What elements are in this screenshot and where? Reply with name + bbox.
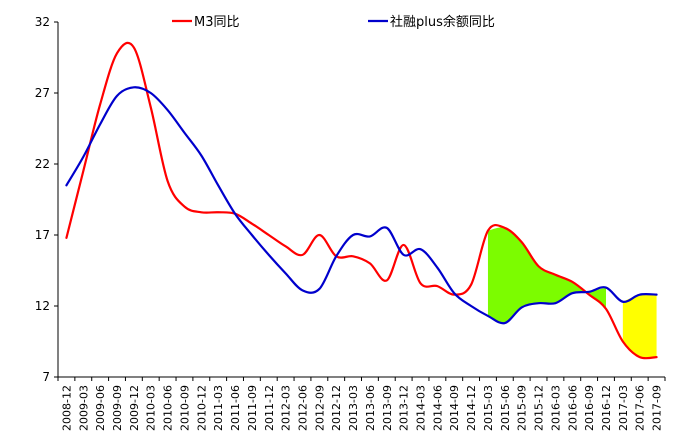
- x-tick-label: 2016-12: [600, 385, 613, 431]
- fill-region-1: [622, 294, 657, 359]
- x-tick-label: 2017-09: [651, 385, 664, 431]
- x-tick-label: 2008-12: [60, 385, 73, 431]
- legend-label-1: 社融plus余额同比: [390, 14, 495, 30]
- x-tick-label: 2012-12: [330, 385, 343, 431]
- x-tick-label: 2010-06: [162, 385, 175, 431]
- x-tick-label: 2015-09: [516, 385, 529, 431]
- y-tick-label: 22: [35, 157, 50, 171]
- x-tick-label: 2009-06: [94, 385, 107, 431]
- x-tick-label: 2017-06: [634, 385, 647, 431]
- fill-layer: [487, 227, 657, 359]
- x-tick-label: 2013-12: [398, 385, 411, 431]
- series-line-0: [65, 41, 658, 360]
- x-tick-label: 2016-03: [549, 385, 562, 431]
- x-tick-label: 2015-06: [499, 385, 512, 431]
- x-tick-label: 2013-03: [347, 385, 360, 431]
- axes: 7 12 17 22 27 32 2008-12 2009-03 2009-06 2009-09 2…: [35, 15, 666, 431]
- x-tick-label: 2009-12: [128, 385, 141, 431]
- x-tick-label: 2017-03: [617, 385, 630, 431]
- x-tick-label: 2012-06: [296, 385, 309, 431]
- fill-region-0: [487, 227, 606, 324]
- x-tick-label: 2011-03: [212, 385, 225, 431]
- x-tick-label: 2014-09: [448, 385, 461, 431]
- x-tick-label: 2011-12: [263, 385, 276, 431]
- x-tick-label: 2014-06: [431, 385, 444, 431]
- y-tick-label: 12: [35, 299, 50, 313]
- x-tick-label: 2014-03: [415, 385, 428, 431]
- x-tick-label: 2010-09: [178, 385, 191, 431]
- legend: M3同比 社融plus余额同比: [172, 14, 495, 30]
- y-tick-label: 32: [35, 15, 50, 29]
- x-tick-label: 2014-12: [465, 385, 478, 431]
- x-tick-label: 2015-03: [482, 385, 495, 431]
- x-tick-label: 2013-06: [364, 385, 377, 431]
- x-tick-label: 2010-03: [145, 385, 158, 431]
- x-tick-label: 2013-09: [381, 385, 394, 431]
- x-tick-label: 2012-09: [313, 385, 326, 431]
- x-tick-label: 2012-03: [280, 385, 293, 431]
- x-tick-label: 2011-06: [229, 385, 242, 431]
- x-tick-label: 2009-03: [77, 385, 90, 431]
- x-tick-label: 2016-06: [566, 385, 579, 431]
- y-tick-label: 7: [42, 370, 50, 384]
- x-tick-label: 2016-09: [583, 385, 596, 431]
- x-tick-label: 2010-12: [195, 385, 208, 431]
- y-tick-label: 17: [35, 228, 50, 242]
- y-tick-label: 27: [35, 86, 50, 100]
- series-line-1: [65, 86, 658, 325]
- x-tick-label: 2015-12: [533, 385, 546, 431]
- x-tick-label: 2009-09: [111, 385, 124, 431]
- legend-label-0: M3同比: [194, 15, 240, 30]
- series-layer: [65, 41, 658, 360]
- x-tick-label: 2011-09: [246, 385, 259, 431]
